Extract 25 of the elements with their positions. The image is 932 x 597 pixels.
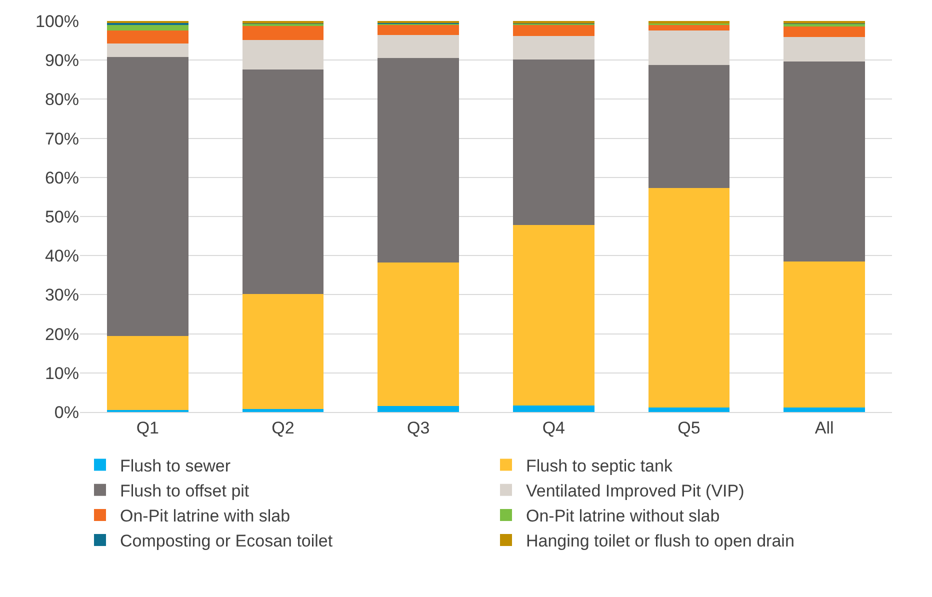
x-tick-label: Q4 <box>542 418 566 438</box>
x-tick-label: Q2 <box>272 418 294 438</box>
x-tick-label: Q5 <box>678 418 700 438</box>
y-tick-label: 90% <box>44 51 79 70</box>
y-tick-label: 0% <box>54 402 79 422</box>
y-tick-label: 30% <box>44 286 79 305</box>
x-tick-label: All <box>814 418 834 438</box>
y-tick-label: 70% <box>44 129 79 148</box>
legend-label: Flush to sewer <box>120 456 231 476</box>
y-tick-label: 40% <box>44 246 79 266</box>
legend-label: Composting or Ecosan toilet <box>120 532 333 551</box>
y-tick-label: 100% <box>36 12 79 31</box>
y-tick-label: 50% <box>44 207 79 226</box>
y-tick-label: 20% <box>44 324 79 344</box>
legend-label: On-Pit latrine with slab <box>120 506 290 526</box>
legend-label: Flush to septic tank <box>526 456 673 476</box>
legend-label: Hanging toilet or flush to open drain <box>526 532 794 551</box>
y-tick-label: 10% <box>44 364 79 383</box>
legend-label: On-Pit latrine without slab <box>526 506 720 526</box>
x-tick-label: Q3 <box>406 418 430 438</box>
x-tick-label: Q1 <box>136 418 160 438</box>
y-tick-label: 60% <box>44 168 79 188</box>
legend-label: Ventilated Improved Pit (VIP) <box>526 481 744 500</box>
y-tick-label: 80% <box>44 90 79 110</box>
legend-label: Flush to offset pit <box>120 481 250 500</box>
